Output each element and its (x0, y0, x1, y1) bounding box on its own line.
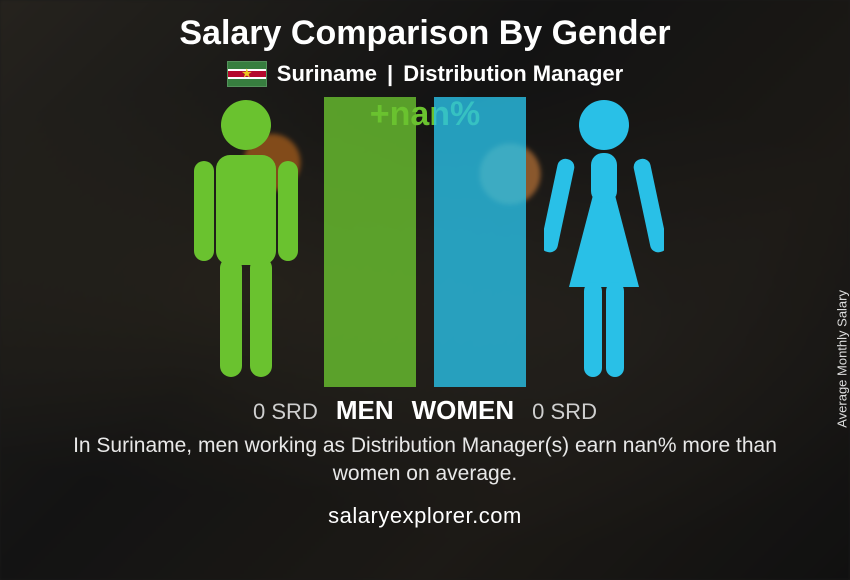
separator: | (387, 61, 393, 87)
men-value: 0 SRD (253, 399, 318, 425)
subtitle-row: ★ Suriname | Distribution Manager (227, 61, 623, 87)
men-bar (324, 97, 416, 387)
suriname-flag-icon: ★ (227, 61, 267, 87)
women-value: 0 SRD (532, 399, 597, 425)
man-icon (186, 97, 306, 387)
site-credit: salaryexplorer.com (328, 503, 522, 529)
women-label: WOMEN (412, 395, 515, 426)
women-bar (434, 97, 526, 387)
flag-star-icon: ★ (242, 67, 252, 80)
page-title: Salary Comparison By Gender (179, 14, 670, 53)
infographic-content: Salary Comparison By Gender ★ Suriname |… (0, 0, 850, 580)
country-label: Suriname (277, 61, 377, 87)
chart-wrapper: +nan% (186, 87, 664, 426)
chart-area: +nan% (186, 97, 664, 387)
job-label: Distribution Manager (403, 61, 623, 87)
men-label: MEN (336, 395, 394, 426)
y-axis-label: Average Monthly Salary (835, 290, 850, 428)
summary-text: In Suriname, men working as Distribution… (45, 432, 805, 489)
woman-icon (544, 97, 664, 387)
label-row: 0 SRD MEN WOMEN 0 SRD (253, 395, 597, 426)
